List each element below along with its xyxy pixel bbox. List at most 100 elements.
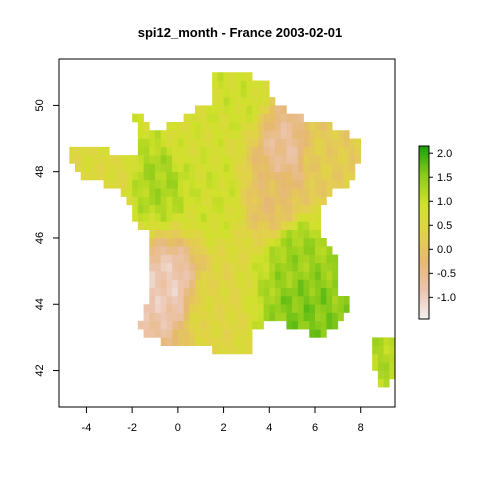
legend-swatch xyxy=(419,148,429,153)
raster-cell xyxy=(280,196,287,206)
x-tick-label: 4 xyxy=(266,422,272,434)
raster-cell xyxy=(320,196,327,206)
raster-cell xyxy=(292,146,299,156)
raster-cell xyxy=(252,320,259,330)
raster-cell xyxy=(137,121,144,131)
raster-cell xyxy=(200,130,207,139)
raster-cell xyxy=(149,221,156,230)
raster-cell xyxy=(246,121,253,131)
raster-cell xyxy=(223,130,230,139)
raster-cell xyxy=(166,130,173,139)
raster-cell xyxy=(229,146,236,156)
raster-cell xyxy=(223,80,230,90)
raster-cell xyxy=(235,304,242,313)
raster-cell xyxy=(195,312,202,322)
legend-swatch xyxy=(419,212,429,216)
raster-cell xyxy=(206,237,213,247)
legend-swatch xyxy=(419,272,429,277)
raster-cell xyxy=(120,179,127,189)
raster-cell xyxy=(377,370,384,380)
raster-cell xyxy=(160,229,167,239)
legend-swatch xyxy=(419,269,429,274)
raster-cell xyxy=(332,254,339,264)
raster-cell xyxy=(177,237,184,247)
raster-cell xyxy=(332,304,339,313)
raster-cell xyxy=(149,196,156,206)
raster-cell xyxy=(292,179,299,189)
raster-cell xyxy=(183,320,190,330)
raster-cell xyxy=(166,337,173,346)
raster-cell xyxy=(97,163,104,172)
raster-cell xyxy=(315,320,322,330)
raster-cell xyxy=(269,138,276,148)
raster-cell xyxy=(206,287,213,297)
raster-cell xyxy=(189,246,196,255)
raster-cell xyxy=(235,345,242,355)
raster-cell xyxy=(183,304,190,313)
raster-cell xyxy=(223,204,230,214)
raster-cell xyxy=(309,155,316,164)
raster-cell xyxy=(252,163,259,172)
raster-cell xyxy=(275,262,282,272)
raster-cell xyxy=(155,188,162,197)
raster-cell xyxy=(240,254,247,264)
raster-cell xyxy=(286,279,293,288)
raster-cell xyxy=(320,121,327,131)
raster-cell xyxy=(206,254,213,264)
raster-cell xyxy=(246,254,253,264)
raster-cell xyxy=(155,246,162,255)
legend-tick-label: -1.0 xyxy=(437,292,456,304)
raster-cell xyxy=(303,254,310,264)
raster-cell xyxy=(143,179,150,189)
raster-cell xyxy=(115,171,122,181)
raster-cell xyxy=(263,97,270,106)
raster-cell xyxy=(160,320,167,330)
raster-cell xyxy=(240,271,247,280)
raster-cell xyxy=(160,254,167,264)
raster-cell xyxy=(217,337,224,346)
raster-cell xyxy=(177,262,184,272)
raster-cell xyxy=(286,163,293,172)
raster-cell xyxy=(212,188,219,197)
raster-cell xyxy=(223,329,230,338)
raster-cell xyxy=(217,271,224,280)
raster-cell xyxy=(252,179,259,189)
raster-cell xyxy=(257,113,264,123)
raster-cell xyxy=(217,188,224,197)
raster-cell xyxy=(297,163,304,172)
raster-cell xyxy=(280,312,287,322)
raster-cell xyxy=(166,188,173,197)
raster-cell xyxy=(257,262,264,272)
raster-cell xyxy=(297,188,304,197)
raster-cell xyxy=(155,271,162,280)
raster-cell xyxy=(240,138,247,148)
legend-swatch xyxy=(419,171,429,176)
raster-cell xyxy=(212,204,219,214)
color-legend: -1.0 -0.5 0.0 0.5 1.0 1.5 2.0 xyxy=(418,145,456,320)
raster-cell xyxy=(355,155,362,164)
raster-cell xyxy=(235,179,242,189)
raster-cell xyxy=(240,213,247,222)
raster-cell xyxy=(235,287,242,297)
raster-cell xyxy=(166,196,173,206)
legend-swatch xyxy=(419,316,429,320)
raster-cell xyxy=(280,188,287,197)
raster-cell xyxy=(235,213,242,222)
raster-cell xyxy=(332,262,339,272)
raster-cell xyxy=(206,329,213,338)
raster-cell xyxy=(172,237,179,247)
raster-cell xyxy=(332,146,339,156)
raster-cell xyxy=(292,204,299,214)
raster-cell xyxy=(160,337,167,346)
raster-cell xyxy=(132,113,139,123)
raster-cell xyxy=(286,237,293,247)
raster-cell xyxy=(263,88,270,98)
raster-cell xyxy=(383,337,390,346)
raster-cell xyxy=(223,221,230,230)
raster-cell xyxy=(183,337,190,346)
raster-cell xyxy=(183,121,190,131)
raster-cell xyxy=(212,171,219,181)
raster-cell xyxy=(303,138,310,148)
raster-cell xyxy=(200,271,207,280)
raster-cell xyxy=(212,121,219,131)
